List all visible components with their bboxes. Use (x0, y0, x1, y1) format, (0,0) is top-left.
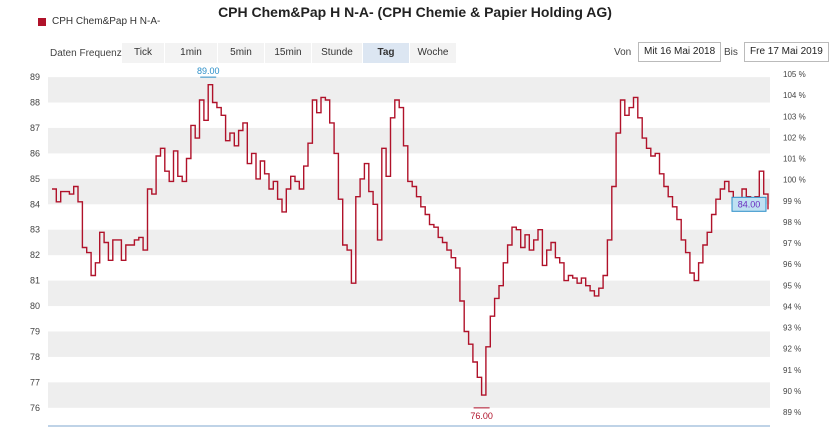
y-tick-label: 77 (30, 377, 40, 387)
y-tick-label: 81 (30, 276, 40, 286)
y2-tick-label: 98 % (783, 218, 801, 227)
grid-band (48, 331, 770, 357)
freq-tag-button[interactable]: Tag (363, 43, 409, 63)
y2-tick-label: 94 % (783, 302, 801, 311)
min-label: 76.00 (470, 411, 493, 421)
grid-band (48, 382, 770, 408)
price-series (48, 84, 770, 427)
from-date-input[interactable]: Mit 16 Mai 2018 (638, 42, 722, 62)
y-tick-label: 85 (30, 174, 40, 184)
y2-tick-label: 97 % (783, 239, 801, 248)
y-tick-label: 89 (30, 72, 40, 82)
y2-tick-label: 105 % (783, 70, 806, 79)
y2-tick-label: 92 % (783, 345, 801, 354)
y2-tick-label: 96 % (783, 260, 801, 269)
grid-band (48, 127, 770, 154)
grid-band (48, 178, 770, 205)
frequency-label: Daten Frequenz (50, 48, 122, 59)
y-tick-label: 83 (30, 225, 40, 235)
grid-bands (48, 77, 770, 408)
grid-band (48, 280, 770, 307)
y2-tick-label: 102 % (783, 133, 806, 142)
y-axis-left: 76 77 78 79 80 81 82 83 84 85 86 87 88 89 (30, 72, 40, 413)
y2-tick-label: 101 % (783, 155, 806, 164)
freq-woche-button[interactable]: Woche (410, 43, 456, 63)
y-tick-label: 78 (30, 352, 40, 362)
y2-tick-label: 99 % (783, 197, 801, 206)
y2-tick-label: 89 % (783, 408, 801, 417)
last-value-box (731, 196, 767, 212)
from-label: Von (614, 47, 632, 58)
to-label: Bis (724, 47, 738, 58)
max-label: 89.00 (197, 66, 220, 76)
legend: CPH Chem&Pap H N-A- (38, 16, 160, 27)
freq-5min-button[interactable]: 5min (218, 43, 264, 63)
y-tick-label: 76 (30, 403, 40, 413)
frequency-selector: Tick 1min 5min 15min Stunde Tag Woche (122, 43, 457, 63)
y2-tick-label: 95 % (783, 281, 801, 290)
freq-15min-button[interactable]: 15min (265, 43, 311, 63)
y2-tick-label: 90 % (783, 387, 801, 396)
y-tick-label: 84 (30, 199, 40, 209)
y-tick-label: 80 (30, 301, 40, 311)
freq-tick-button[interactable]: Tick (122, 43, 164, 63)
grid-band (48, 77, 770, 103)
freq-1min-button[interactable]: 1min (165, 43, 217, 63)
y-tick-label: 86 (30, 148, 40, 158)
last-value-label: 84.00 (738, 199, 761, 209)
legend-label: CPH Chem&Pap H N-A- (52, 16, 161, 27)
y-tick-label: 79 (30, 327, 40, 337)
legend-swatch (38, 17, 46, 26)
grid-band (48, 229, 770, 256)
freq-stunde-button[interactable]: Stunde (312, 43, 362, 63)
y-axis-right: 89 % 90 % 91 % 92 % 93 % 94 % 95 % 96 % 97 % 98 %… (783, 70, 806, 417)
chart-title: CPH Chem&Pap H N-A- (CPH Chemie & Papier… (218, 4, 612, 20)
price-line (52, 84, 769, 396)
y2-tick-label: 103 % (783, 112, 806, 121)
y-tick-label: 88 (30, 98, 40, 108)
y2-tick-label: 100 % (783, 176, 806, 185)
y2-tick-label: 104 % (783, 91, 806, 100)
y-tick-label: 87 (30, 123, 40, 133)
annotations: 89.00 76.00 84.00 (197, 66, 767, 421)
to-date-input[interactable]: Fre 17 Mai 2019 (744, 42, 829, 62)
y2-tick-label: 91 % (783, 366, 801, 375)
y-tick-label: 82 (30, 250, 40, 260)
y2-tick-label: 93 % (783, 324, 801, 333)
